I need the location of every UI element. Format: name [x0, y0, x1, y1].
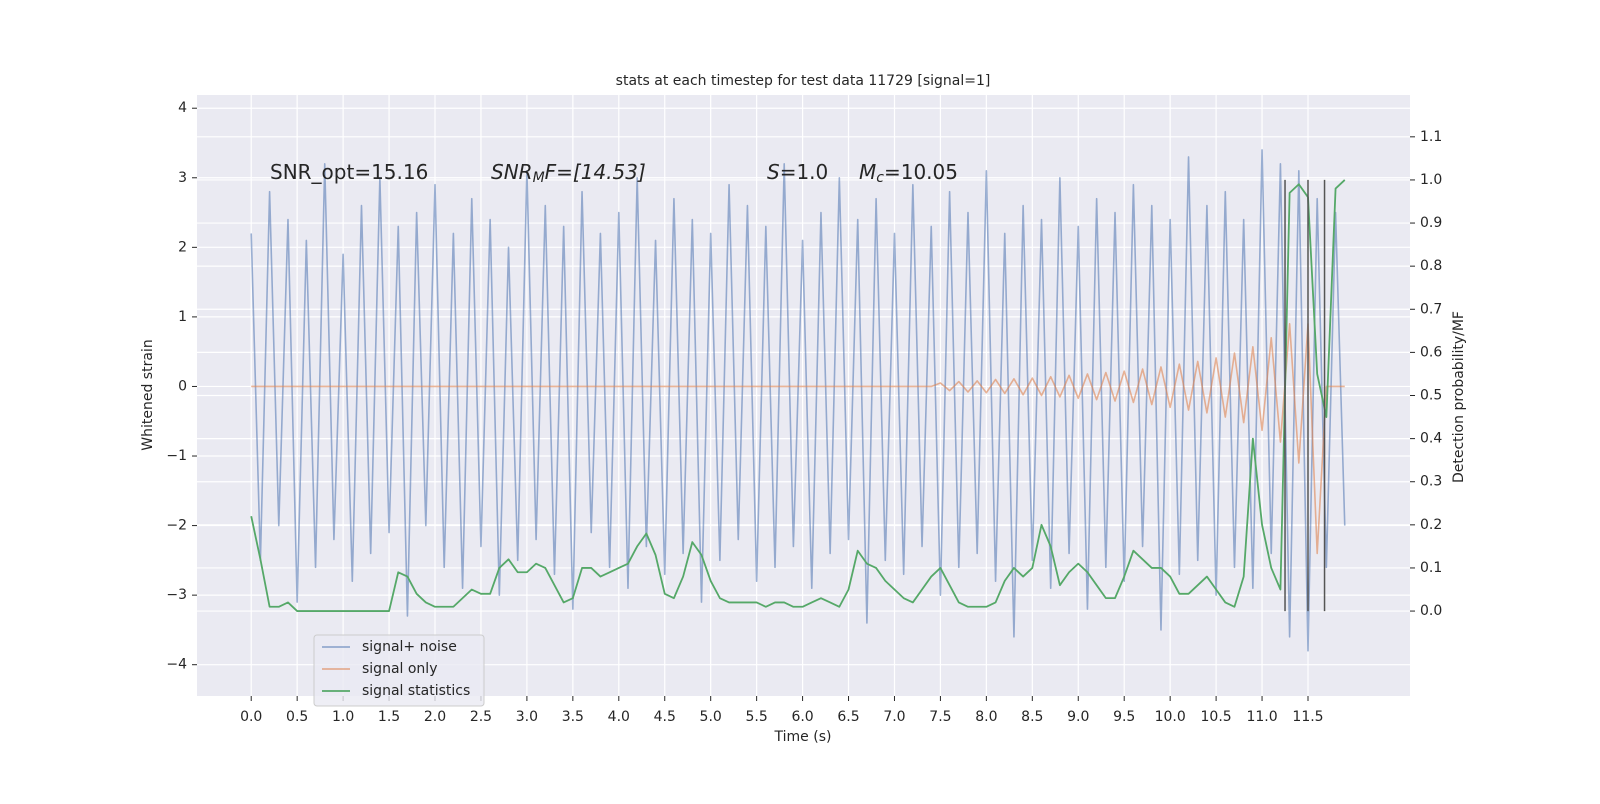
y2-tick-label: 1.0 — [1420, 172, 1442, 188]
y-tick-label: −4 — [166, 657, 187, 673]
y2-tick-label: 0.4 — [1420, 431, 1442, 447]
x-tick-label: 10.5 — [1201, 709, 1232, 725]
legend: signal+ noise signal only signal statistic… — [313, 634, 485, 707]
y-axis-label: Whitened strain — [140, 339, 156, 450]
x-tick-label: 0.5 — [286, 709, 308, 725]
x-tick-label: 11.5 — [1292, 709, 1323, 725]
chart-title: stats at each timestep for test data 117… — [616, 73, 991, 89]
x-tick-label: 11.0 — [1246, 709, 1277, 725]
series-line — [250, 179, 1346, 612]
y2-tick-label: 0.8 — [1420, 258, 1442, 274]
x-tick-label: 4.5 — [654, 709, 676, 725]
y-tick-label: 4 — [178, 100, 187, 116]
annotation: SNRMF=[14.53] — [491, 160, 646, 187]
legend-box — [313, 634, 485, 707]
y-tick-label: −1 — [166, 448, 187, 464]
y2-tick-label: 0.9 — [1420, 215, 1442, 231]
x-tick-label: 3.0 — [516, 709, 538, 725]
series-line — [251, 323, 1345, 555]
y-tick-label: −3 — [166, 587, 187, 603]
legend-label: signal+ noise — [362, 639, 457, 655]
x-tick-label: 1.5 — [378, 709, 400, 725]
annotation-base: S — [767, 160, 780, 184]
x-tick-label: 10.0 — [1155, 709, 1186, 725]
x-tick-label: 7.5 — [929, 709, 951, 725]
series-line — [250, 149, 1346, 652]
x-tick-label: 6.5 — [837, 709, 859, 725]
y-tick-label: 2 — [178, 239, 187, 255]
annotation-rest: =1.0 — [780, 160, 829, 184]
legend-label: signal statistics — [362, 683, 470, 699]
x-tick-label: 4.0 — [608, 709, 630, 725]
y2-tick-label: 0.3 — [1420, 474, 1442, 490]
y2-axis-label: Detection probability/MF — [1451, 311, 1467, 483]
legend-label: signal only — [362, 661, 437, 677]
y2-tick-label: 0.2 — [1420, 517, 1442, 533]
y-tick-label: 0 — [178, 378, 187, 394]
annotation: S=1.0 — [767, 160, 828, 184]
x-tick-label: 9.5 — [1113, 709, 1135, 725]
annotation-rest: =10.05 — [884, 160, 958, 184]
x-tick-label: 0.0 — [240, 709, 262, 725]
annotation-base: M — [859, 160, 876, 184]
annotation: SNR_opt=15.16 — [270, 160, 428, 184]
y2-tick-label: 0.5 — [1420, 388, 1442, 404]
x-tick-label: 1.0 — [332, 709, 354, 725]
x-tick-label: 2.5 — [470, 709, 492, 725]
x-tick-label: 7.0 — [883, 709, 905, 725]
x-tick-label: 5.0 — [700, 709, 722, 725]
x-tick-label: 5.5 — [746, 709, 768, 725]
y2-tick-label: 0.1 — [1420, 560, 1442, 576]
x-tick-label: 8.0 — [975, 709, 997, 725]
x-axis-label: Time (s) — [774, 729, 832, 745]
x-tick-label: 3.5 — [562, 709, 584, 725]
y-tick-label: 3 — [178, 170, 187, 186]
x-tick-label: 8.5 — [1021, 709, 1043, 725]
y2-tick-label: 0.0 — [1420, 603, 1442, 619]
y-tick-label: 1 — [178, 309, 187, 325]
x-tick-label: 9.0 — [1067, 709, 1089, 725]
x-tick-label: 6.0 — [791, 709, 813, 725]
annotation-rest: F=[14.53] — [545, 160, 646, 184]
annotation-sub: c — [876, 170, 884, 186]
x-tick-label: 2.0 — [424, 709, 446, 725]
annotation: Mc=10.05 — [859, 160, 958, 187]
annotation-base: SNR — [491, 160, 533, 184]
annotation-base: SNR_opt=15.16 — [270, 160, 428, 184]
annotation-sub: M — [533, 170, 545, 186]
y2-tick-label: 0.6 — [1420, 344, 1442, 360]
y-tick-label: −2 — [166, 518, 187, 534]
y2-tick-label: 1.1 — [1420, 129, 1442, 145]
y2-tick-label: 0.7 — [1420, 301, 1442, 317]
